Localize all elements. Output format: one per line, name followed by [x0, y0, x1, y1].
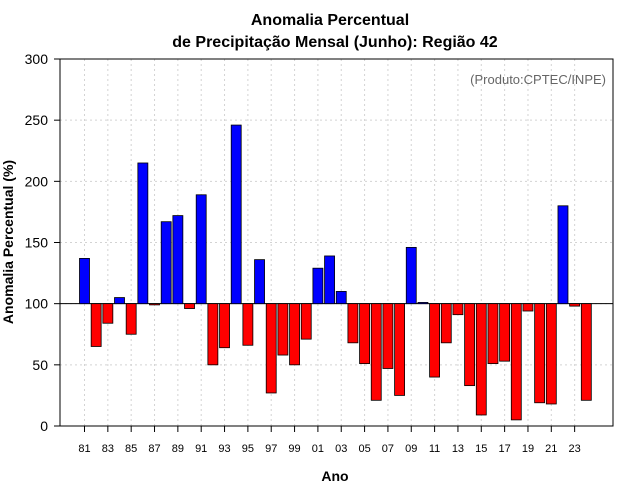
bar-08	[394, 303, 405, 396]
bar-07	[382, 303, 394, 369]
bar-00	[300, 303, 312, 340]
bars-group	[79, 124, 592, 421]
bar-05	[359, 303, 370, 365]
bar-98	[277, 303, 289, 356]
bar-11	[429, 303, 441, 378]
y-tick-label: 50	[32, 357, 48, 373]
x-tick-label: 11	[429, 443, 440, 455]
bar-93	[219, 303, 230, 349]
gridlines	[60, 59, 613, 426]
bar-97	[265, 303, 277, 394]
bar-89	[172, 215, 184, 305]
bar-96	[254, 259, 265, 305]
bar-12	[440, 303, 452, 344]
bar-82	[90, 303, 102, 347]
bar-22	[557, 205, 569, 305]
bar-17	[499, 303, 511, 362]
bar-02	[324, 255, 335, 305]
x-tick-label: 97	[265, 443, 277, 455]
x-tick-label: 81	[78, 443, 90, 455]
x-tick-label: 05	[358, 443, 370, 455]
x-tick-label: 07	[382, 443, 394, 455]
bar-06	[370, 303, 382, 401]
bar-19	[522, 303, 534, 312]
y-axis-label: Anomalia Percentual (%)	[0, 160, 16, 324]
chart-title-line2: de Precipitação Mensal (Junho): Região 4…	[172, 34, 498, 51]
bar-20	[534, 303, 546, 404]
x-axis-label: Ano	[321, 468, 348, 484]
bar-91	[195, 194, 207, 305]
x-tick-label: 03	[335, 443, 347, 455]
bar-92	[207, 303, 219, 366]
bar-14	[464, 303, 476, 387]
x-tick-label: 87	[148, 443, 160, 455]
bar-21	[545, 303, 557, 405]
x-tick-label: 89	[172, 443, 184, 455]
x-tick-label: 99	[288, 443, 300, 455]
bar-04	[347, 303, 359, 344]
bar-85	[125, 303, 137, 335]
source-annotation: (Produto:CPTEC/INPE)	[470, 72, 606, 87]
chart-title-line1: Anomalia Percentual	[251, 12, 409, 29]
y-tick-label: 150	[25, 235, 49, 251]
bar-09	[405, 246, 417, 305]
bar-88	[160, 221, 172, 305]
bar-86	[137, 162, 149, 305]
bar-03	[335, 291, 347, 305]
bar-94	[230, 124, 242, 305]
bar-83	[102, 303, 114, 324]
x-tick-label: 93	[218, 443, 230, 455]
y-tick-label: 100	[25, 296, 49, 312]
bar-90	[184, 303, 195, 309]
bar-13	[452, 303, 464, 316]
x-tick-label: 85	[125, 443, 137, 455]
x-tick-label: 21	[545, 443, 557, 455]
y-tick-label: 200	[25, 173, 49, 189]
y-axis-ticks: 0 50 100 150 200 250 300	[25, 51, 60, 434]
x-tick-label: 01	[312, 443, 324, 455]
bar-87	[149, 303, 160, 306]
y-tick-label: 0	[40, 418, 48, 434]
x-tick-label: 17	[498, 443, 510, 455]
x-tick-label: 23	[569, 443, 581, 455]
y-tick-label: 300	[25, 51, 49, 67]
bar-10	[417, 302, 429, 305]
x-tick-label: 19	[522, 443, 534, 455]
x-axis-ticks: 81 83 85 87 89 91 93 95 97 99 01 03 05 07 09 11 13 15 17 19…	[78, 426, 581, 455]
bar-18	[510, 303, 522, 421]
bar-99	[289, 303, 300, 366]
bar-24	[580, 303, 592, 401]
bar-84	[114, 297, 125, 305]
bar-95	[242, 303, 254, 346]
bar-15	[475, 303, 487, 416]
bar-01	[312, 267, 324, 305]
x-tick-label: 13	[452, 443, 464, 455]
x-tick-label: 83	[102, 443, 114, 455]
bar-23	[569, 303, 581, 307]
x-tick-label: 15	[475, 443, 487, 455]
x-tick-label: 91	[195, 443, 207, 455]
y-tick-label: 250	[25, 112, 49, 128]
bar-16	[487, 303, 499, 365]
bar-81	[79, 257, 90, 305]
x-tick-label: 09	[405, 443, 417, 455]
x-tick-label: 95	[242, 443, 254, 455]
